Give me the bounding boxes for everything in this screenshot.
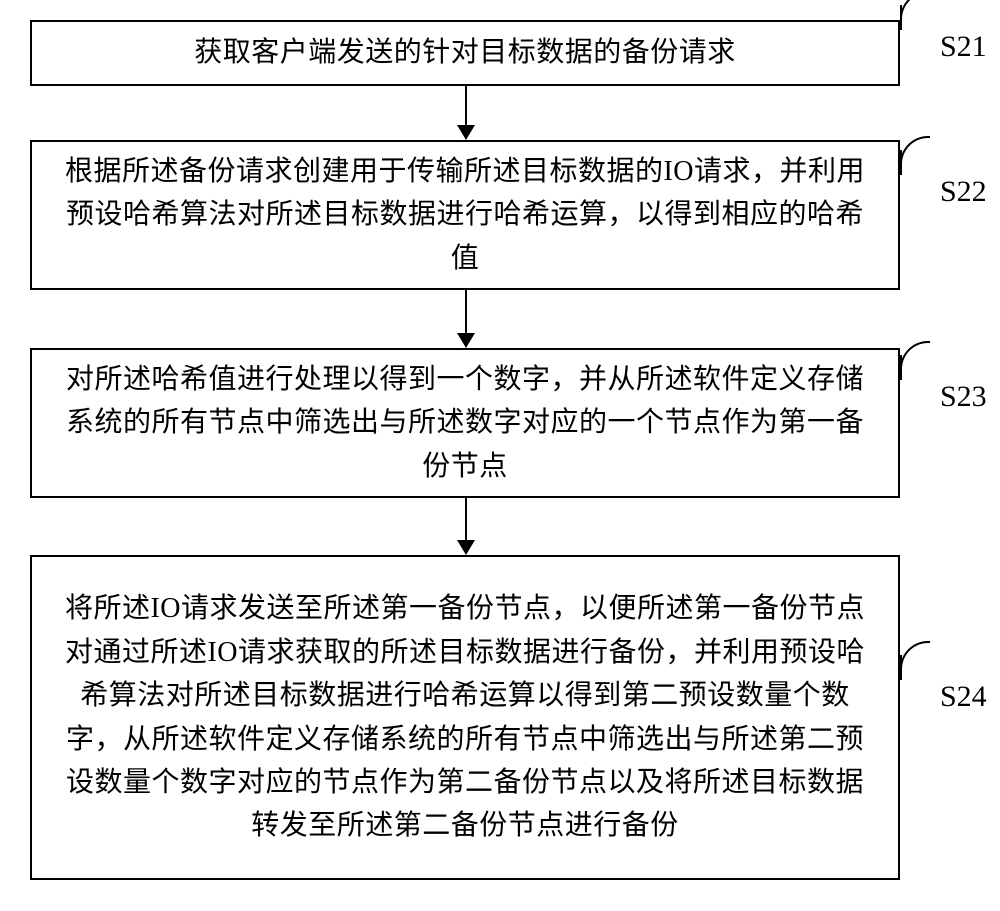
step-label-s21: S21: [940, 30, 987, 64]
flow-step-s23: 对所述哈希值进行处理以得到一个数字，并从所述软件定义存储系统的所有节点中筛选出与…: [30, 348, 900, 498]
flow-arrow-head: [457, 125, 475, 140]
flow-arrow-line: [465, 290, 467, 335]
flow-step-s21: 获取客户端发送的针对目标数据的备份请求: [30, 20, 900, 86]
step-label-s22: S22: [940, 175, 987, 209]
label-connector-curve: [900, 136, 930, 164]
flow-step-text: 根据所述备份请求创建用于传输所述目标数据的IO请求，并利用预设哈希算法对所述目标…: [32, 150, 898, 280]
step-label-s24: S24: [940, 680, 987, 714]
label-connector-curve: [900, 341, 930, 369]
flow-step-s24: 将所述IO请求发送至所述第一备份节点，以便所述第一备份节点对通过所述IO请求获取…: [30, 555, 900, 880]
flow-arrow-line: [465, 86, 467, 127]
flow-step-text: 获取客户端发送的针对目标数据的备份请求: [174, 31, 756, 74]
flow-arrow-head: [457, 333, 475, 348]
label-connector-curve: [900, 641, 930, 669]
flow-step-text: 将所述IO请求发送至所述第一备份节点，以便所述第一备份节点对通过所述IO请求获取…: [32, 587, 898, 847]
flow-arrow-line: [465, 498, 467, 542]
label-connector-curve: [900, 0, 930, 19]
flow-step-s22: 根据所述备份请求创建用于传输所述目标数据的IO请求，并利用预设哈希算法对所述目标…: [30, 140, 900, 290]
step-label-s23: S23: [940, 380, 987, 414]
flow-step-text: 对所述哈希值进行处理以得到一个数字，并从所述软件定义存储系统的所有节点中筛选出与…: [32, 358, 898, 488]
flow-arrow-head: [457, 540, 475, 555]
